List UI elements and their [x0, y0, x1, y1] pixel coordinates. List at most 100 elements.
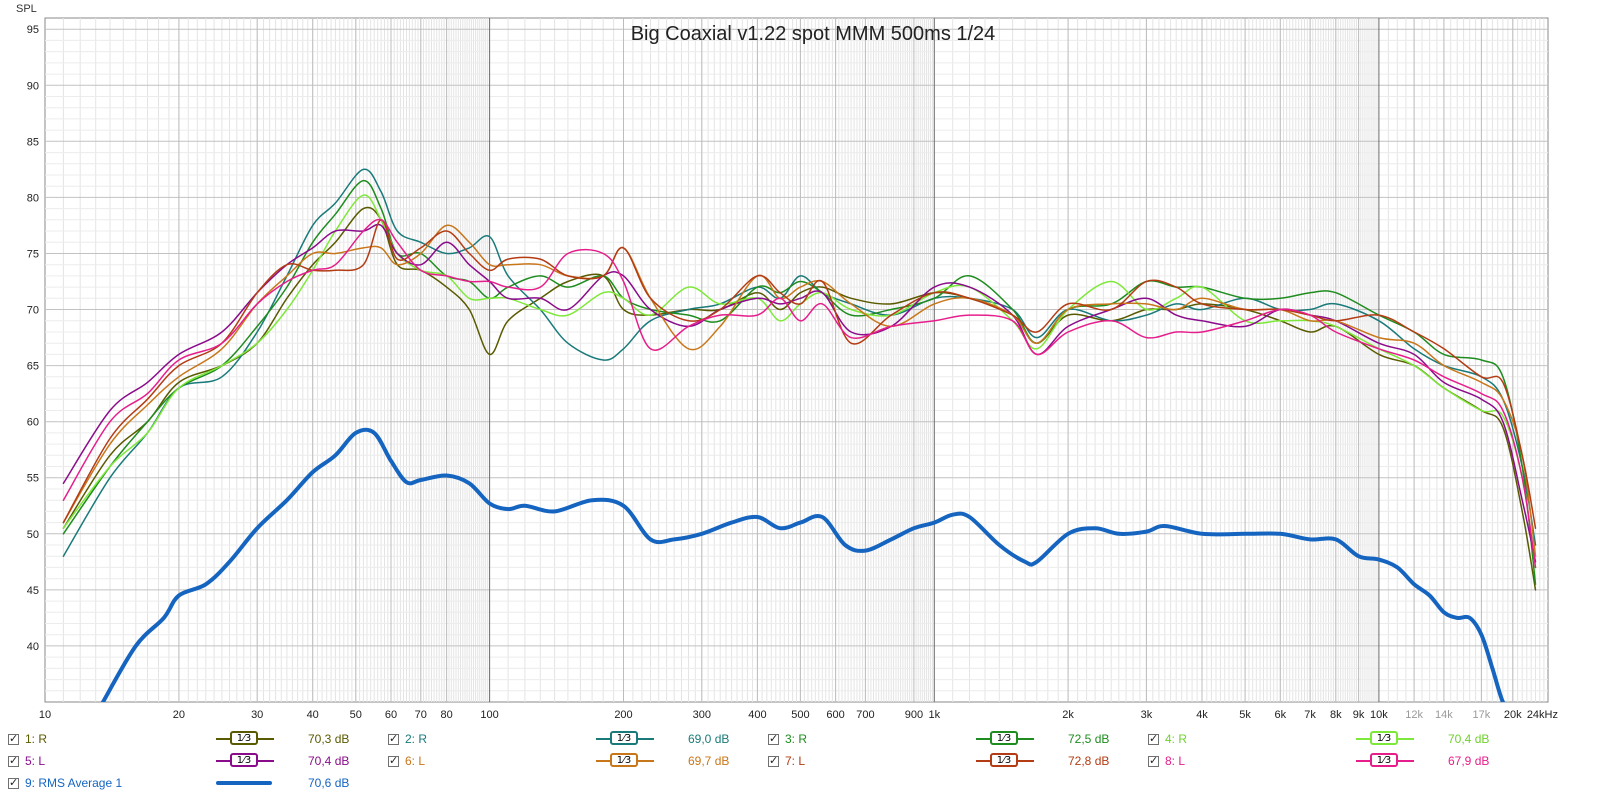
x-tick-label: 10k — [1370, 709, 1388, 721]
smoothing-button[interactable]: 1⁄3 — [976, 730, 1034, 748]
smoothing-label: 1⁄3 — [610, 753, 638, 767]
x-tick-label: 1k — [928, 709, 940, 721]
x-tick-label: 20k — [1504, 709, 1522, 721]
y-tick-label: 50 — [27, 529, 39, 541]
legend-db-value: 70,3 dB — [308, 732, 350, 746]
visibility-checkbox[interactable] — [8, 732, 19, 745]
y-tick-label: 70 — [27, 305, 39, 317]
legend-item-1-r: 1: R — [8, 730, 47, 748]
x-tick-label: 4k — [1196, 709, 1208, 721]
visibility-checkbox[interactable] — [768, 754, 779, 767]
legend-db-value: 72,5 dB — [1068, 732, 1110, 746]
legend-label: 4: R — [1165, 732, 1188, 746]
y-tick-label: 60 — [27, 417, 39, 429]
smoothing-button[interactable]: 1⁄3 — [1356, 752, 1414, 770]
x-tick-label: 5k — [1239, 709, 1251, 721]
rms-line-swatch — [216, 781, 272, 785]
x-tick-label: 10 — [39, 709, 51, 721]
series-line-6-l — [62, 224, 1537, 557]
legend-item-7-l: 7: L — [768, 752, 805, 770]
smoothing-label: 1⁄3 — [990, 731, 1018, 745]
chart-grid — [44, 17, 1549, 703]
smoothing-label: 1⁄3 — [230, 753, 258, 767]
legend-db-value: 70,4 dB — [1448, 732, 1490, 746]
legend-label: 6: L — [405, 754, 426, 768]
x-tick-label: 8k — [1330, 709, 1342, 721]
x-tick-label: 70 — [415, 709, 427, 721]
x-tick-label: 400 — [748, 709, 766, 721]
x-tick-label: 500 — [791, 709, 809, 721]
legend-label: 3: R — [785, 732, 808, 746]
series-line-8-l — [62, 218, 1537, 569]
visibility-checkbox[interactable] — [1148, 754, 1159, 767]
legend-item-3-r: 3: R — [768, 730, 807, 748]
visibility-checkbox[interactable] — [1148, 732, 1159, 745]
x-tick-label: 80 — [440, 709, 452, 721]
x-tick-label: 100 — [480, 709, 498, 721]
x-tick-label: 200 — [614, 709, 632, 721]
legend-label: 7: L — [785, 754, 806, 768]
x-tick-label: 900 — [905, 709, 923, 721]
visibility-checkbox[interactable] — [8, 754, 19, 767]
x-tick-label: 12k — [1405, 709, 1423, 721]
legend-db-value: 70,4 dB — [308, 754, 350, 768]
legend-label: 2: R — [405, 732, 428, 746]
x-tick-label: 40 — [307, 709, 319, 721]
legend-item-9-rms-average-1: 9: RMS Average 1 — [8, 774, 122, 792]
legend-db-value: 70,6 dB — [308, 776, 350, 790]
y-tick-label: 90 — [27, 80, 39, 92]
smoothing-button[interactable]: 1⁄3 — [216, 752, 274, 770]
series-line-2-r — [62, 168, 1537, 557]
smoothing-button[interactable]: 1⁄3 — [596, 752, 654, 770]
visibility-checkbox[interactable] — [388, 754, 399, 767]
legend-db-value: 67,9 dB — [1448, 754, 1490, 768]
series-line-9-rms-average-1 — [101, 427, 1506, 702]
x-tick-label: 7k — [1304, 709, 1316, 721]
y-tick-label: 75 — [27, 249, 39, 261]
legend-label: 9: RMS Average 1 — [25, 776, 123, 790]
x-tick-label: 30 — [251, 709, 263, 721]
legend-panel: 1: R 1⁄3 70,3 dB 2: R 1⁄3 69,0 dB 3: R 1⁄3 72,5 … — [0, 730, 1600, 805]
series-line-1-r — [62, 206, 1537, 591]
y-tick-label: 85 — [27, 136, 39, 148]
smoothing-button[interactable]: 1⁄3 — [976, 752, 1034, 770]
x-tick-label: 24kHz — [1527, 709, 1558, 721]
smoothing-button[interactable]: 1⁄3 — [1356, 730, 1414, 748]
chart-title: Big Coaxial v1.22 spot MMM 500ms 1/24 — [631, 23, 996, 45]
y-axis-label: SPL — [16, 3, 37, 15]
legend-label: 5: L — [25, 754, 46, 768]
visibility-checkbox[interactable] — [388, 732, 399, 745]
y-tick-label: 40 — [27, 641, 39, 653]
legend-item-2-r: 2: R — [388, 730, 427, 748]
y-tick-label: 80 — [27, 192, 39, 204]
y-tick-label: 65 — [27, 361, 39, 373]
spl-chart: 10 20 30 40 50 60 70 80 100 200 300 400 500 600 700 900… — [16, 3, 1558, 721]
x-tick-label: 700 — [856, 709, 874, 721]
chart-series — [62, 168, 1537, 702]
x-tick-label: 50 — [350, 709, 362, 721]
x-tick-label: 20 — [173, 709, 185, 721]
x-tick-label: 17k — [1473, 709, 1491, 721]
x-tick-label: 6k — [1274, 709, 1286, 721]
y-tick-label: 55 — [27, 473, 39, 485]
smoothing-button[interactable]: 1⁄3 — [596, 730, 654, 748]
legend-item-4-r: 4: R — [1148, 730, 1187, 748]
legend-item-8-l: 8: L — [1148, 752, 1185, 770]
x-tick-label: 2k — [1062, 709, 1074, 721]
smoothing-button[interactable]: 1⁄3 — [216, 730, 274, 748]
smoothing-label: 1⁄3 — [610, 731, 638, 745]
x-tick-label: 600 — [826, 709, 844, 721]
legend-db-value: 69,7 dB — [688, 754, 730, 768]
y-tick-label: 45 — [27, 585, 39, 597]
visibility-checkbox[interactable] — [768, 732, 779, 745]
smoothing-label: 1⁄3 — [1370, 753, 1398, 767]
visibility-checkbox[interactable] — [8, 776, 19, 789]
smoothing-label: 1⁄3 — [230, 731, 258, 745]
smoothing-label: 1⁄3 — [990, 753, 1018, 767]
legend-db-value: 69,0 dB — [688, 732, 730, 746]
legend-item-5-l: 5: L — [8, 752, 45, 770]
legend-label: 8: L — [1165, 754, 1186, 768]
x-tick-label: 9k — [1353, 709, 1365, 721]
legend-label: 1: R — [25, 732, 48, 746]
x-tick-label: 60 — [385, 709, 397, 721]
